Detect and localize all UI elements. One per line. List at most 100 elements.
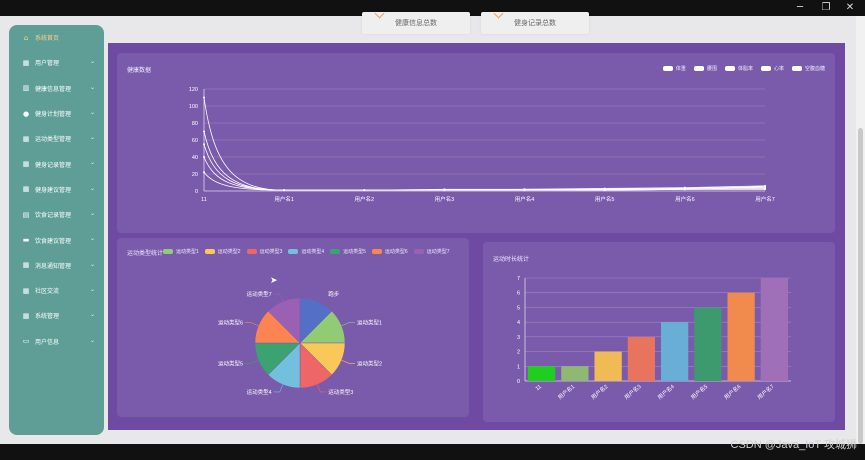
chevron-down-icon: ⌄ [89,108,95,116]
legend-swatch [371,249,382,254]
legend-swatch [724,66,735,71]
grid-icon: ▦ [22,134,30,143]
sidebar-item[interactable]: ▦ 系统管理 ⌄ [9,303,104,328]
line-point [683,188,686,191]
pie-slice[interactable] [267,297,301,344]
bar[interactable] [627,336,656,381]
legend-item[interactable]: 运动类型7 [413,248,449,255]
legend-item[interactable]: 运动类型6 [371,248,408,255]
legend-item[interactable]: 体重 [662,65,686,72]
maximize-icon[interactable]: ❐ [821,2,831,13]
label-leader [273,384,284,393]
legend-item[interactable]: 运动类型2 [204,248,241,255]
legend-item[interactable]: 运动类型5 [330,248,366,255]
legend-label: 运动类型5 [343,249,366,255]
label-leader [245,359,259,364]
card-label: 健康信息总数 [395,20,437,27]
sidebar-item-label: 饮食记录管理 [35,213,72,220]
y-tick-label: 80 [192,121,198,127]
sidebar-item[interactable]: ▦ 消息通知管理 ⌄ [9,253,104,278]
chart-legend: 体重 腰围 体脂率 心率 空腹血糖 [662,65,825,72]
scrollbar-thumb[interactable] [858,128,863,444]
legend-item[interactable]: 运动类型3 [246,248,282,255]
id-card-icon: ▭ [22,337,30,346]
sidebar-item-label: 运动类型管理 [35,137,72,144]
grid-icon: ▦ [22,261,30,270]
mouse-cursor-icon: ➤ [270,276,278,286]
sidebar-item[interactable]: ▦ 运动类型管理 ⌄ [9,126,104,151]
legend-item[interactable]: 心率 [760,65,784,72]
x-tick-label: 用户名2 [355,195,375,203]
sidebar-item[interactable]: ▤ 饮食记录管理 ⌄ [9,202,104,227]
y-tick-label: 6 [517,291,520,297]
bar[interactable] [561,366,589,381]
grid-icon: ▦ [22,185,30,194]
minimize-icon[interactable]: ─ [796,2,804,13]
sidebar-item[interactable]: ▬ 饮食建议管理 ⌄ [9,227,104,252]
sidebar-item-label: 用户管理 [35,61,60,68]
x-tick-label: 用户名5 [595,195,615,203]
y-tick-label: 40 [192,155,198,161]
sidebar-menu: ⌂ 系统首页 ▦ 用户管理 ⌄ ▥ 健康信息管理 ⌄ ● 健身计划管理 ⌄ ▦ 运动类型管理 ⌄ ▦ 健身记录… [9,25,104,354]
chevron-down-icon: ⌄ [89,336,95,344]
line-series [203,131,766,191]
chevron-down-icon: ⌄ [89,184,95,192]
bar[interactable] [594,351,622,381]
sidebar-item-label: 健身计划管理 [35,112,72,119]
panel-title: 运动时长统计 [493,257,530,263]
bar[interactable] [660,322,689,381]
line-point [443,189,446,192]
legend-label: 体重 [675,66,686,72]
close-icon[interactable]: ✕ [845,2,855,13]
legend-label: 体脂率 [737,66,753,72]
y-tick-label: 4 [517,320,520,326]
legend-label: 运动类型1 [176,249,199,255]
bar[interactable] [727,292,755,381]
sidebar-item[interactable]: ▦ 社区交流 ⌄ [9,278,104,303]
dashboard-main: 健康数据 体重 腰围 体脂率 心率 空腹血糖 0 20 40 60 80 100 120 11 用户名1… [108,43,845,430]
line-point [203,143,205,146]
sidebar-item[interactable]: ● 健身计划管理 ⌄ [9,101,104,126]
fitness-record-count-card[interactable]: 健身记录总数 [481,8,589,34]
line-point [363,189,366,192]
legend-item[interactable]: 运动类型1 [163,248,199,255]
grid-icon: ▦ [22,286,30,295]
sidebar-item-label: 健康信息管理 [35,86,72,93]
x-tick-label: 用户名7 [755,195,775,203]
sidebar-item-label: 系统管理 [35,314,60,321]
sidebar-item-label: 健身记录管理 [35,162,72,169]
sidebar-item[interactable]: ▦ 健身记录管理 ⌄ [9,151,104,176]
chevron-down-icon: ⌄ [89,134,95,142]
sidebar-item-label: 饮食建议管理 [35,238,72,245]
legend-label: 心率 [773,66,784,72]
legend-item[interactable]: 运动类型4 [288,248,324,255]
legend-item[interactable]: 空腹血糖 [791,65,825,72]
card-label: 健身记录总数 [514,20,556,27]
legend-item[interactable]: 体脂率 [724,65,753,72]
sidebar-item[interactable]: ⌂ 系统首页 [9,25,104,50]
legend-swatch [413,249,424,254]
legend-item[interactable]: 腰围 [693,65,717,72]
line-series [203,156,766,191]
pie-label: 运动类型1 [357,319,382,327]
x-tick-label: 用户名4 [515,195,535,203]
health-info-count-card[interactable]: 健康信息总数 [362,8,470,34]
sidebar-item[interactable]: ▦ 用户管理 ⌄ [9,50,104,75]
legend-swatch [760,66,771,71]
sidebar-item[interactable]: ▥ 健康信息管理 ⌄ [9,76,104,101]
bar[interactable] [760,278,789,381]
label-leader [245,322,259,327]
legend-swatch [791,66,802,71]
x-tick-label: 用户名2 [589,382,609,401]
sport-duration-bar-chart: 0 1 2 3 4 5 6 7 11 用户名1 用户名2 用户名3 用户名4 用户名5 用户名6 用户名7 [517,276,791,401]
bar[interactable] [527,366,556,381]
legend-swatch [163,249,173,254]
bar[interactable] [694,307,722,381]
sport-type-panel: 运动类型统计 运动类型1 运动类型2 运动类型3 运动类型4 运动类型5 运动类型6 运动类… [117,238,469,417]
pie-label: 运动类型4 [247,388,272,396]
y-tick-label: 3 [517,335,520,341]
x-tick-label: 用户名7 [756,382,776,401]
sidebar-item[interactable]: ▭ 用户信息 ⌄ [9,329,104,354]
sidebar-item[interactable]: ▦ 健身建议管理 ⌄ [9,177,104,202]
sidebar-item-label: 消息通知管理 [35,263,72,270]
